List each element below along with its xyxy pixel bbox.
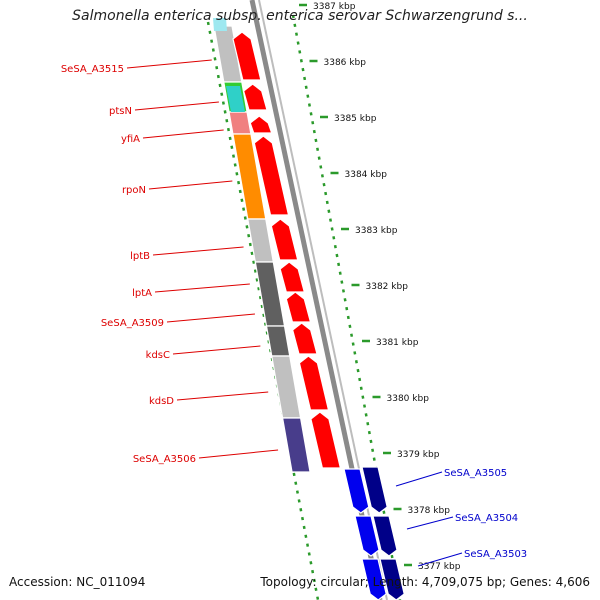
gene-label: ptsN	[109, 106, 132, 117]
kbp-ruler: 3387 kbp 3386 kbp 3385 kbp 3384 kbp 3383 kbp…	[206, 2, 461, 600]
cog-block	[228, 111, 252, 135]
accession-text: Accession: NC_011094	[9, 575, 146, 589]
gene-arrow	[298, 355, 330, 411]
ruler-tick-label: 3381 kbp	[376, 338, 419, 348]
label-leader-line	[166, 313, 255, 323]
ruler-tick-label: 3387 kbp	[313, 2, 356, 12]
gene-arrow	[232, 31, 262, 81]
gene-arrow	[279, 261, 306, 293]
gene-label: kdsD	[149, 396, 174, 407]
label-leader-line	[417, 552, 463, 567]
gene-arrow	[285, 291, 312, 323]
gene-label: SeSA_A3509	[101, 318, 164, 329]
gene-label: rpoN	[122, 185, 146, 196]
ruler-tick-label: 3383 kbp	[355, 226, 398, 236]
gene-arrow	[253, 135, 290, 216]
gene-arrow	[242, 83, 268, 111]
label-leader-line	[395, 471, 443, 487]
gene-label: lptA	[132, 288, 152, 299]
ruler-tick-label: 3380 kbp	[387, 394, 430, 404]
gene-label: lptB	[130, 251, 150, 262]
label-leader-line	[148, 180, 233, 190]
genome-info-text: Topology: circular; Length: 4,709,075 bp…	[260, 575, 590, 589]
cog-block	[281, 417, 311, 473]
label-leader-line	[198, 449, 279, 459]
gene-arrow-reverse	[361, 466, 388, 514]
gene-arrow-reverse	[354, 515, 380, 557]
label-leader-line	[172, 345, 261, 355]
cog-block	[247, 218, 275, 263]
forward-cog-column	[213, 18, 311, 473]
forward-gene-arrows	[232, 31, 342, 469]
gene-arrow	[270, 218, 299, 261]
gene-arrow-reverse	[372, 515, 398, 557]
gene-arrow-reverse	[343, 468, 370, 514]
gene-label: SeSA_A3515	[61, 64, 124, 75]
cog-block	[271, 355, 302, 419]
gene-label: yfiA	[121, 134, 140, 145]
gene-arrow	[291, 322, 318, 355]
cog-block	[254, 261, 286, 327]
ruler-tick-label: 3377 kbp	[418, 562, 461, 572]
gene-label: SeSA_A3506	[133, 454, 196, 465]
ruler-tick-label: 3378 kbp	[408, 506, 451, 516]
ruler-tick-label: 3385 kbp	[334, 114, 377, 124]
cog-block	[213, 18, 227, 31]
label-leader-line	[126, 59, 212, 69]
ruler-tick-label: 3386 kbp	[324, 58, 367, 68]
gene-arrow	[310, 411, 342, 469]
gene-label: SeSA_A3503	[464, 549, 527, 560]
label-leader-line	[152, 246, 244, 256]
reverse-gene-arrows	[343, 466, 405, 600]
gene-label: SeSA_A3504	[455, 513, 518, 524]
map-title: Salmonella enterica subsp. enterica sero…	[72, 8, 528, 24]
forward-gene-labels: SeSA_A3515 ptsN yfiA rpoN lptB lptA SeSA_A3509…	[61, 59, 279, 465]
gene-label: kdsC	[146, 350, 170, 361]
label-leader-line	[134, 101, 219, 111]
label-leader-line	[176, 391, 269, 401]
reverse-gene-labels: SeSA_A3505 SeSA_A3504 SeSA_A3503	[395, 468, 527, 567]
ruler-tick-label: 3384 kbp	[345, 170, 388, 180]
gene-label: SeSA_A3505	[444, 468, 507, 479]
ruler-tick-label: 3379 kbp	[397, 450, 440, 460]
label-leader-line	[142, 129, 224, 139]
label-leader-line	[406, 516, 454, 530]
gene-arrow-reverse	[379, 558, 405, 600]
ruler-tick-label: 3382 kbp	[366, 282, 409, 292]
ruler-dots-right	[291, 14, 402, 600]
label-leader-line	[154, 283, 250, 293]
gene-arrow-reverse	[361, 558, 387, 600]
cog-block	[226, 86, 245, 112]
gene-arrow	[249, 115, 273, 134]
